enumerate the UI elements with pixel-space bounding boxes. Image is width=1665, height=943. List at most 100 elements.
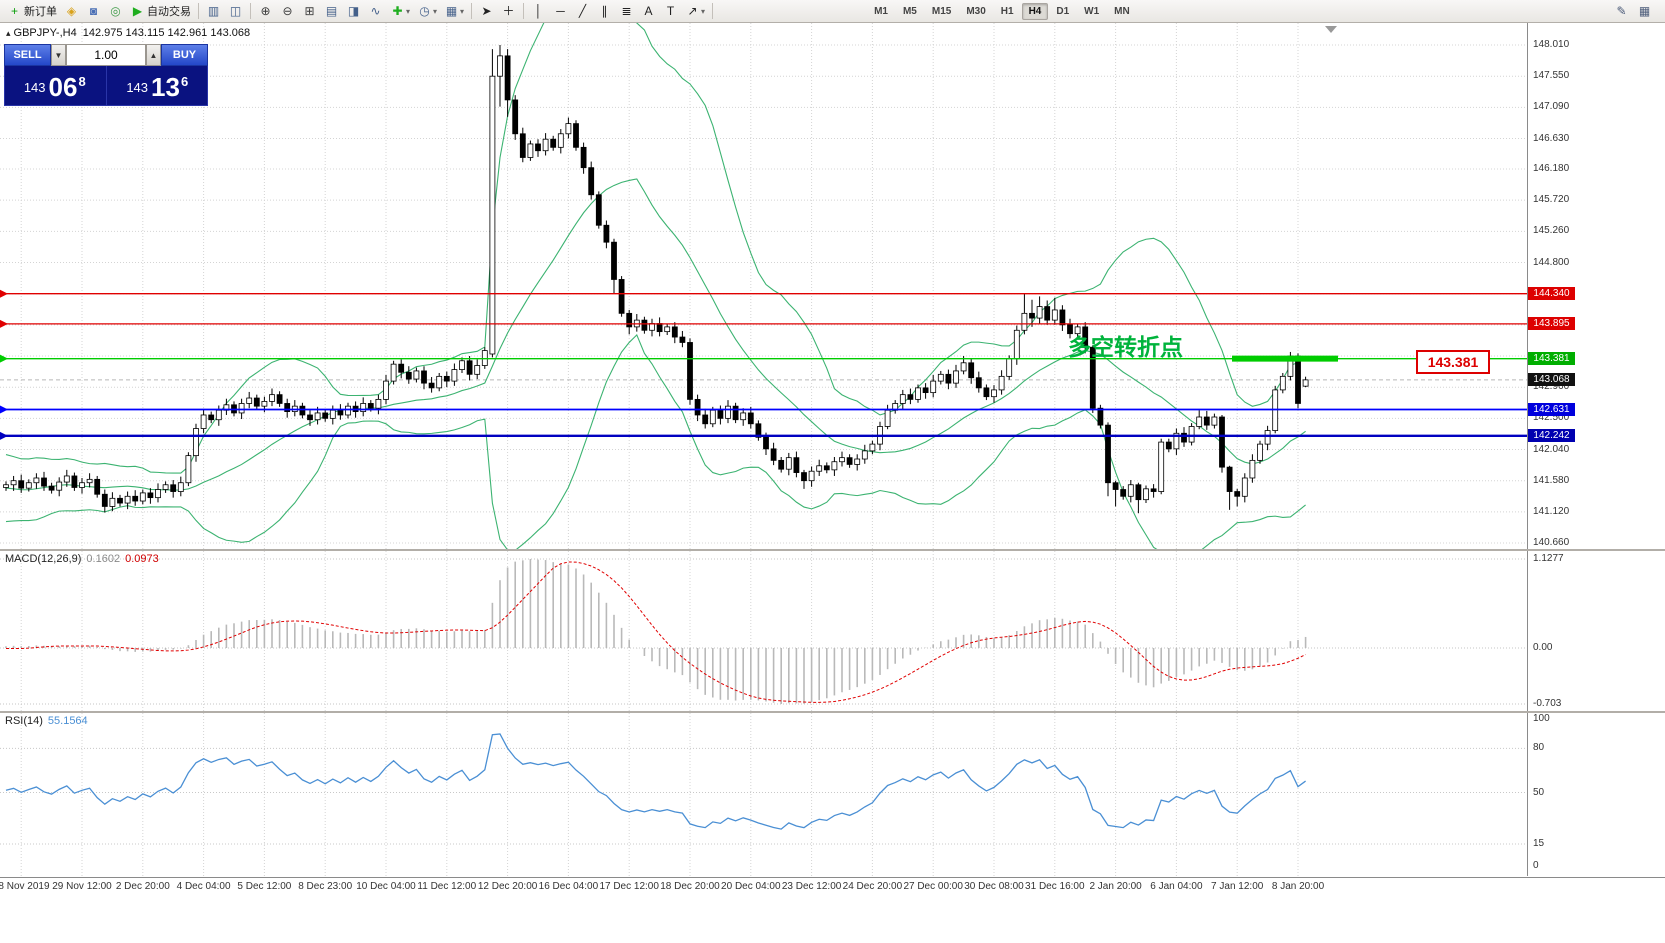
- cursor-button[interactable]: ➤: [476, 2, 497, 21]
- arrows-button[interactable]: ↗ ▾: [682, 2, 708, 21]
- rsi-axis-label: 50: [1533, 786, 1545, 798]
- chart-shift-marker[interactable]: [1325, 26, 1337, 33]
- panel-splitter-macd[interactable]: [0, 549, 1665, 551]
- zoom-out-button[interactable]: ⊖: [277, 2, 298, 21]
- new-chart-icon[interactable]: ▥: [203, 2, 224, 21]
- price-axis-label: 142.040: [1533, 443, 1570, 455]
- time-axis-label: 2 Dec 20:00: [115, 881, 170, 892]
- order-panel-divider: [105, 66, 107, 106]
- vertical-line-button[interactable]: │: [528, 2, 549, 21]
- timeframe-m30-button[interactable]: M30: [966, 5, 986, 17]
- ohlc-arrow-icon: ▴: [6, 28, 11, 38]
- toolbar-separator: [523, 3, 525, 19]
- pencil-icon[interactable]: ✎: [1611, 2, 1632, 21]
- channel-button[interactable]: ∥: [594, 2, 615, 21]
- history-center-icon[interactable]: ◈: [61, 2, 82, 21]
- volume-increase-button[interactable]: ▲: [146, 44, 161, 66]
- volume-decrease-button[interactable]: ▼: [51, 44, 66, 66]
- timeframe-m15-button[interactable]: M15: [931, 5, 952, 17]
- horizontal-line-button[interactable]: ─: [550, 2, 571, 21]
- auto-trading-icon: ▶: [132, 3, 143, 18]
- macd-signal-line: [5, 561, 1306, 703]
- templates-button[interactable]: ▦ ▾: [441, 2, 467, 21]
- price-axis-label: 142.960: [1533, 381, 1570, 393]
- navigator-icon[interactable]: ◎: [105, 2, 126, 21]
- periods-button[interactable]: ◷ ▾: [414, 2, 440, 21]
- timeframe-d1-button[interactable]: D1: [1056, 5, 1070, 17]
- sell-button[interactable]: SELL: [4, 44, 51, 66]
- chevron-down-icon[interactable]: ▾: [701, 6, 706, 16]
- line-chart-button[interactable]: ∿: [365, 2, 386, 21]
- timeframe-m5-button[interactable]: M5: [902, 5, 917, 17]
- panel-splitter-rsi[interactable]: [0, 711, 1665, 713]
- label-button[interactable]: T: [660, 2, 681, 21]
- macd-axis-label: -0.703: [1533, 697, 1562, 709]
- trendline-button[interactable]: ╱: [572, 2, 593, 21]
- turning-point-annotation[interactable]: 多空转折点: [1068, 334, 1183, 360]
- chevron-down-icon[interactable]: ▾: [406, 6, 411, 16]
- timeframe-h1-button[interactable]: H1: [1000, 5, 1014, 17]
- time-axis-label: 5 Dec 12:00: [237, 881, 292, 892]
- price-tag-143.068: 143.068: [1528, 373, 1575, 387]
- macd-histogram: [5, 559, 1307, 704]
- macd-axis-label: 1.1277: [1533, 553, 1564, 564]
- price-tag-143.381: 143.381: [1528, 352, 1575, 366]
- time-axis-label: 2 Jan 20:00: [1089, 881, 1142, 892]
- tile-windows-icon-icon: ⊞: [304, 3, 315, 18]
- auto-trading-button[interactable]: ▶ 自动交易: [127, 2, 194, 21]
- rsi-axis-label: 0: [1533, 860, 1539, 871]
- chevron-down-icon[interactable]: ▾: [460, 6, 465, 16]
- toolbar: + 新订单 ◈ ◙ ◎ ▶ 自动交易 ▥ ◫ ⊕ ⊖ ⊞ ▤ ◨ ∿ ✚ ▾ ◷ ▾ ▦ ▾ ➤ ＋ │ ─ ╱ ∥ ≣ A T ↗ ▾ M1 M…: [0, 0, 1665, 23]
- horizontal-line-objects[interactable]: [0, 289, 1527, 440]
- time-axis-label: 20 Dec 04:00: [721, 881, 781, 892]
- time-axis-label: 7 Jan 12:00: [1211, 881, 1264, 892]
- price-axis-label: 146.630: [1533, 132, 1570, 144]
- price-scale[interactable]: 148.010 147.550 147.090 146.630 146.180 145.7…: [1527, 23, 1665, 876]
- profiles-icon[interactable]: ◫: [225, 2, 246, 21]
- timeframe-w1-button[interactable]: W1: [1084, 5, 1100, 17]
- timeframe-h4-button[interactable]: H4: [1021, 2, 1049, 20]
- line-chart-icon: ∿: [370, 3, 381, 18]
- time-axis-label: 23 Dec 12:00: [781, 881, 842, 892]
- candles-chart-icon: ◨: [347, 3, 360, 18]
- layout-icon[interactable]: ▦: [1634, 2, 1655, 21]
- market-watch-icon-icon: ◙: [89, 3, 98, 18]
- new-order-icon: +: [10, 3, 18, 18]
- new-chart-icon-icon: ▥: [207, 3, 220, 18]
- layout-icon: ▦: [1638, 3, 1651, 18]
- timeframe-mn-button[interactable]: MN: [1114, 5, 1130, 17]
- price-level-callout[interactable]: 143.381: [1416, 350, 1490, 374]
- price-axis-label: 145.720: [1533, 194, 1570, 206]
- candles-chart-button[interactable]: ◨: [343, 2, 364, 21]
- tile-windows-icon[interactable]: ⊞: [299, 2, 320, 21]
- zoom-in-button[interactable]: ⊕: [255, 2, 276, 21]
- new-order-button[interactable]: + 新订单: [4, 2, 60, 21]
- volume-input[interactable]: 1.00: [66, 44, 146, 66]
- bars-chart-button[interactable]: ▤: [321, 2, 342, 21]
- buy-button[interactable]: BUY: [161, 44, 208, 66]
- ohlc-values: 142.975 143.115 142.961 143.068: [82, 27, 251, 39]
- order-panel-controls: SELL ▼ 1.00 ▲ BUY: [4, 44, 208, 66]
- chevron-down-icon[interactable]: ▾: [433, 6, 438, 16]
- time-axis-label: 30 Dec 08:00: [964, 881, 1024, 892]
- crosshair-button[interactable]: ＋: [498, 2, 519, 21]
- toolbar-separator: [250, 3, 251, 19]
- rsi-indicator-label: RSI(14) 55.1564: [5, 715, 88, 727]
- timeframe-m1-button[interactable]: M1: [874, 5, 888, 17]
- time-axis-label: 12 Dec 20:00: [477, 881, 538, 892]
- market-watch-icon[interactable]: ◙: [83, 2, 104, 21]
- time-axis-label: 16 Dec 04:00: [538, 881, 599, 892]
- label-icon: T: [666, 3, 675, 18]
- indicators-button[interactable]: ✚ ▾: [387, 2, 413, 21]
- fibonacci-button[interactable]: ≣: [616, 2, 637, 21]
- crosshair-icon: ＋: [502, 3, 515, 18]
- macd-indicator-label: MACD(12,26,9) 0.1602 0.0973: [5, 553, 159, 565]
- text-button[interactable]: A: [638, 2, 659, 21]
- rsi-line: [5, 733, 1306, 830]
- toolbar-separator: [471, 3, 473, 19]
- pencil-icon: ✎: [1616, 3, 1627, 18]
- price-axis-label: 147.090: [1533, 101, 1570, 113]
